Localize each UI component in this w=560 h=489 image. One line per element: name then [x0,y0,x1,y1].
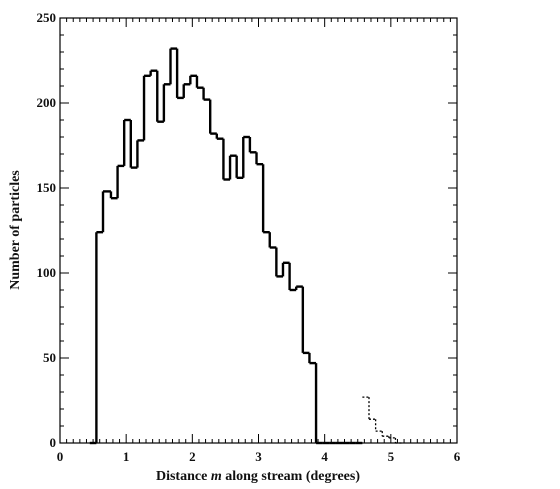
x-tick-label: 6 [454,449,461,464]
x-tick-label: 1 [123,449,130,464]
x-tick-label: 2 [189,449,196,464]
x-tick-label: 3 [255,449,262,464]
y-tick-label: 100 [37,265,57,280]
y-axis-ticks: 0 50 100 150 200 250 [37,10,457,450]
x-tick-label: 0 [57,449,64,464]
histogram-series-dotted [362,396,403,444]
y-tick-label: 0 [50,435,57,450]
x-axis-label: Distance m along stream (degrees) [156,469,360,484]
series-layer [89,47,403,445]
y-axis-label: Number of particles [8,170,23,290]
histogram-series-solid [89,47,363,445]
plot-frame [59,17,458,444]
y-tick-label: 50 [43,350,56,365]
x-tick-label: 5 [388,449,395,464]
y-tick-label: 150 [37,180,57,195]
y-tick-label: 250 [37,10,57,25]
y-tick-label: 200 [37,95,57,110]
x-axis-ticks: 0 1 2 3 4 5 6 [57,18,461,464]
x-tick-label: 4 [321,449,328,464]
